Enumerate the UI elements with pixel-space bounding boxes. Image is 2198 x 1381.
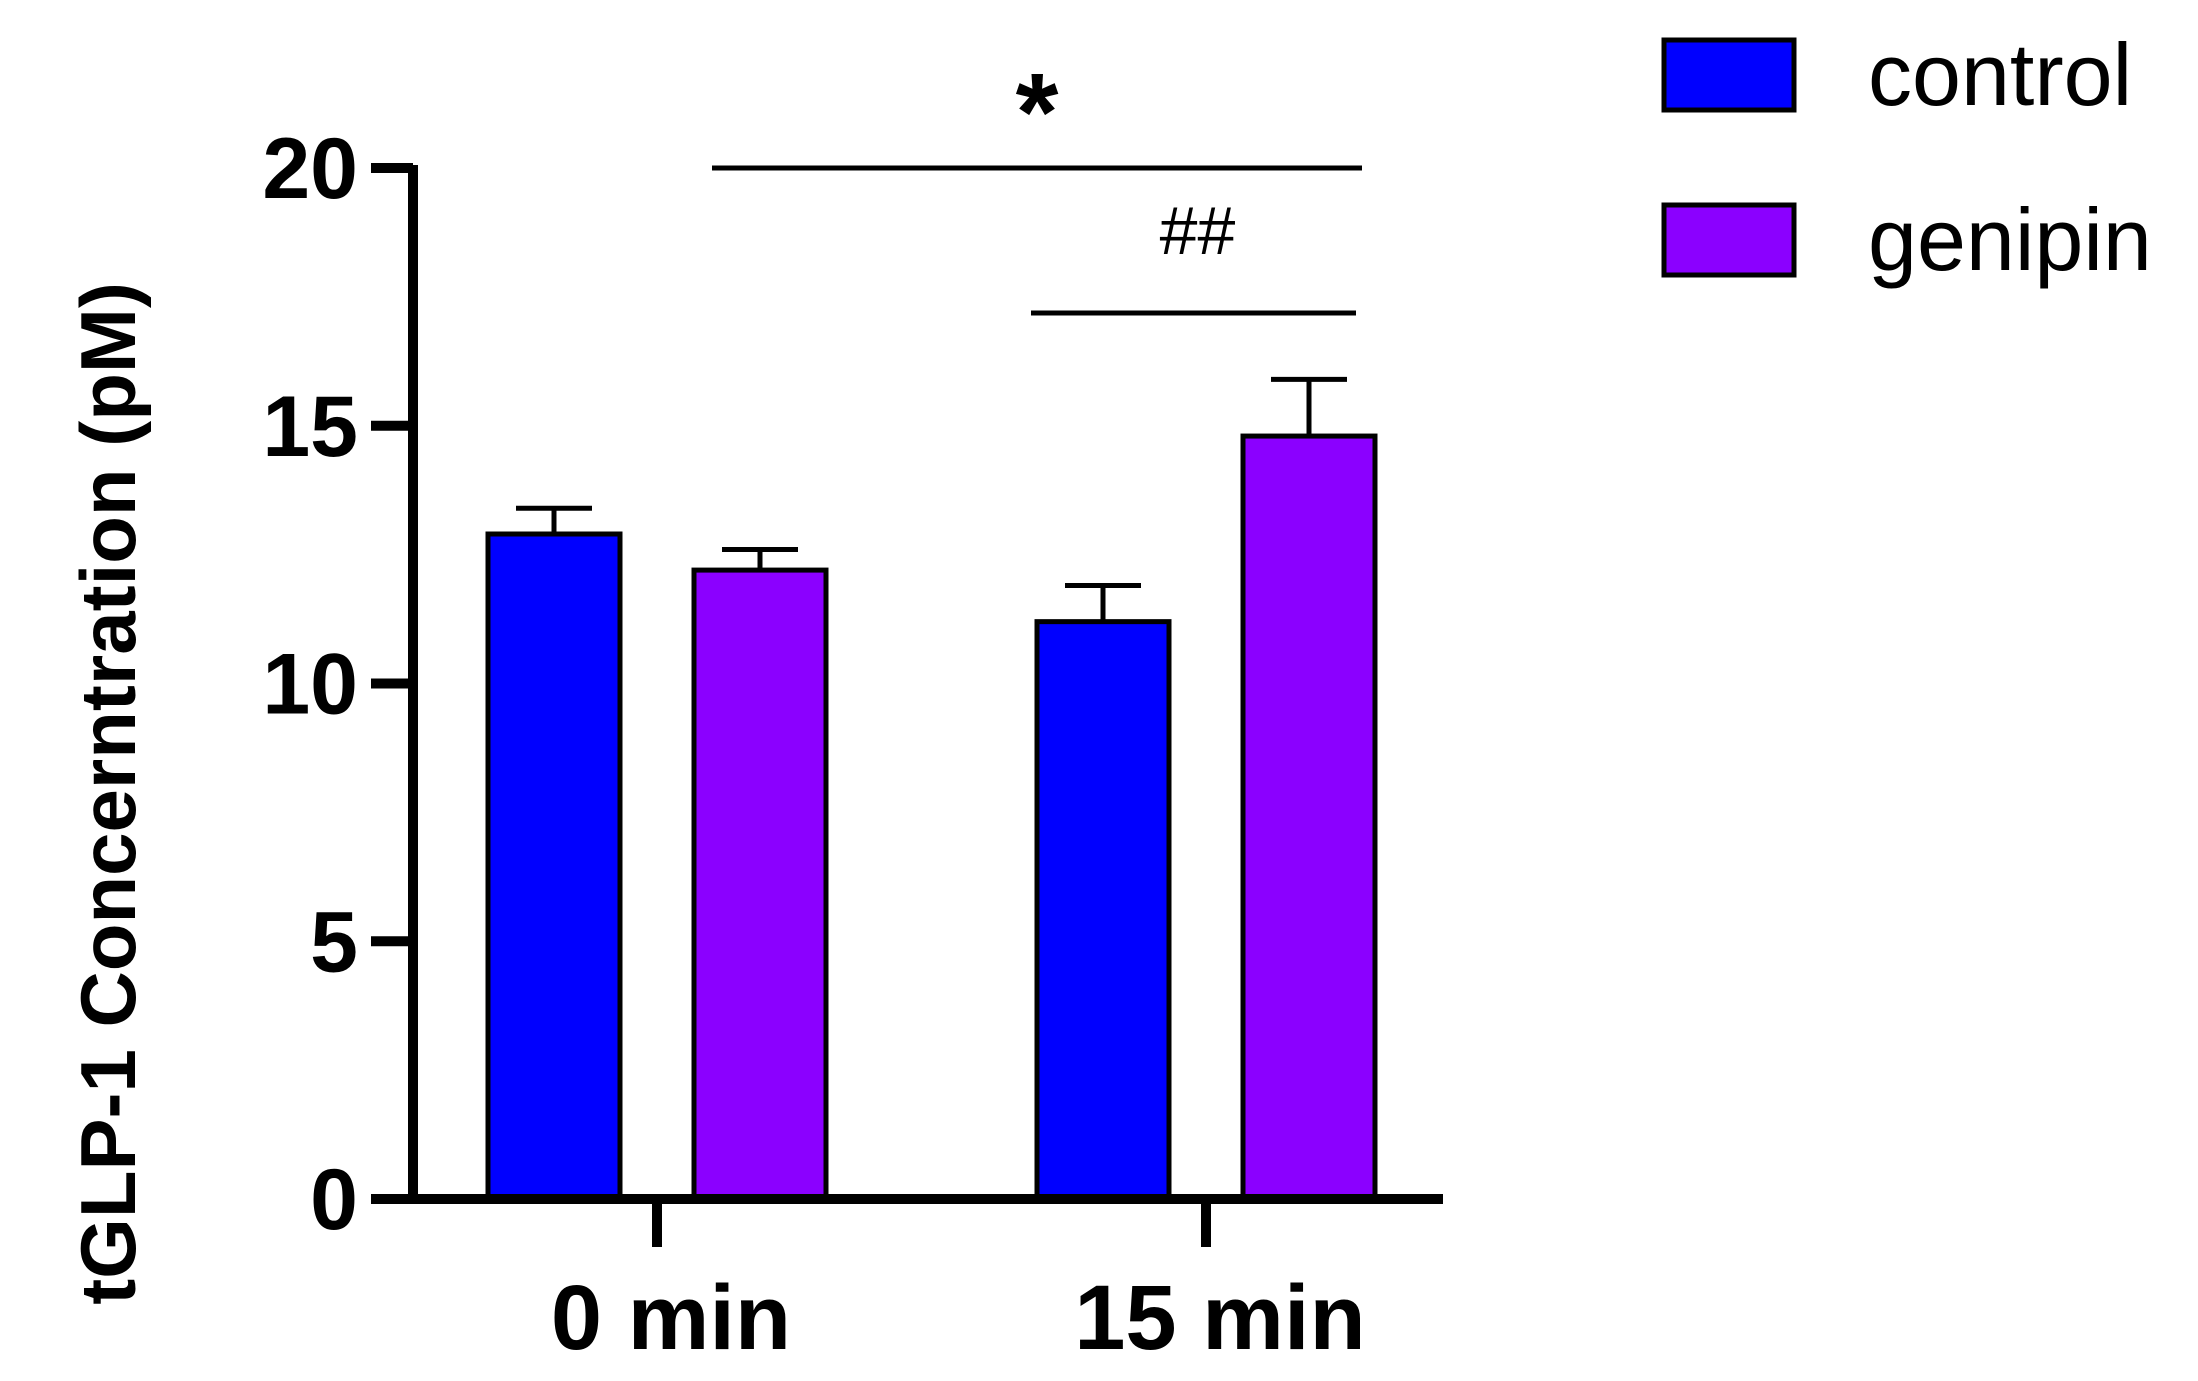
bar-control-1 — [1034, 619, 1172, 1202]
significance-annotations: * ## — [712, 51, 1362, 316]
x-category-label: 0 min — [551, 1267, 791, 1369]
x-category-label: 15 min — [1074, 1267, 1365, 1369]
y-tick-label: 5 — [310, 894, 358, 990]
y-tick-label: 0 — [310, 1152, 358, 1248]
y-tick-label: 10 — [262, 637, 358, 733]
y-axis-title: tGLP-1 Concerntration (pM) — [64, 282, 152, 1305]
bar-control-0 — [485, 531, 623, 1202]
axes: 0 5 10 15 20 0 min 15 min tGLP-1 Concerntration… — [64, 121, 1443, 1369]
legend-label-control: control — [1868, 25, 2132, 124]
significance-marker-0: * — [1016, 51, 1059, 174]
bar-genipin-1 — [1240, 433, 1378, 1202]
legend-label-genipin: genipin — [1868, 190, 2152, 289]
legend: control genipin — [1661, 25, 2152, 289]
bar-genipin-0 — [691, 567, 829, 1202]
y-tick-label: 15 — [262, 379, 358, 475]
y-tick-label: 20 — [262, 121, 358, 217]
legend-swatch-genipin — [1661, 202, 1797, 278]
significance-marker-1: ## — [1160, 193, 1236, 269]
legend-swatch-control — [1661, 37, 1797, 113]
plot-area — [485, 376, 1378, 1202]
